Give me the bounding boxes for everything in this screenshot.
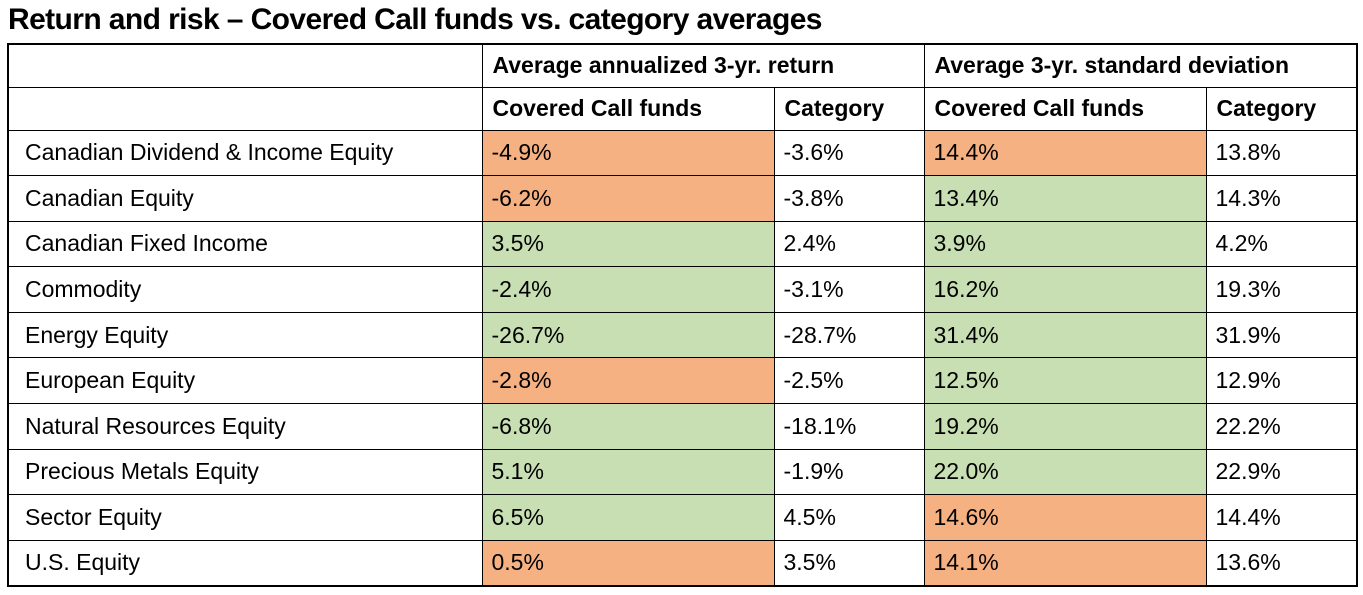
cc-return-cell: -6.8% [481,403,775,450]
cat-stddev-cell: 14.3% [1205,175,1358,222]
cc-return-cell: -26.7% [481,311,775,359]
cat-return-cell: -1.9% [773,448,925,496]
corner-empty-cell [7,43,483,88]
cat-return-cell: 3.5% [773,539,925,587]
cat-return-cell: -3.8% [773,175,925,222]
cc-return-cell: -6.2% [481,175,775,222]
cat-stddev-cell: 13.8% [1205,129,1358,177]
cc-return-cell: -2.4% [481,266,775,313]
cc-stddev-cell: 31.4% [923,311,1207,359]
group-header-row: Average annualized 3-yr. return Average … [7,43,1358,88]
row-label: Canadian Fixed Income [7,220,483,268]
table-row: U.S. Equity 0.5% 3.5% 14.1% 13.6% [7,539,1358,587]
cat-stddev-cell: 14.4% [1205,494,1358,541]
cat-stddev-cell: 4.2% [1205,220,1358,268]
table-row: Sector Equity 6.5% 4.5% 14.6% 14.4% [7,494,1358,541]
cat-return-cell: 2.4% [773,220,925,268]
sub-header-cat-return: Category [773,86,925,131]
cat-return-cell: -3.1% [773,266,925,313]
cc-stddev-cell: 12.5% [923,357,1207,405]
row-label: Energy Equity [7,311,483,359]
cc-return-cell: -4.9% [481,129,775,177]
cc-return-cell: 0.5% [481,539,775,587]
cc-return-cell: -2.8% [481,357,775,405]
row-label: European Equity [7,357,483,405]
table-row: Natural Resources Equity -6.8% -18.1% 19.2%… [7,403,1358,450]
cc-stddev-cell: 3.9% [923,220,1207,268]
cat-stddev-cell: 22.9% [1205,448,1358,496]
page-title: Return and risk – Covered Call funds vs.… [8,3,822,36]
cat-return-cell: -28.7% [773,311,925,359]
cat-stddev-cell: 12.9% [1205,357,1358,405]
row-label: Canadian Dividend & Income Equity [7,129,483,177]
cat-stddev-cell: 13.6% [1205,539,1358,587]
group-header-return: Average annualized 3-yr. return [481,43,925,88]
cat-stddev-cell: 22.2% [1205,403,1358,450]
group-header-stddev: Average 3-yr. standard deviation [923,43,1358,88]
cc-return-cell: 3.5% [481,220,775,268]
cc-stddev-cell: 14.1% [923,539,1207,587]
cc-stddev-cell: 14.6% [923,494,1207,541]
cat-return-cell: 4.5% [773,494,925,541]
cc-stddev-cell: 14.4% [923,129,1207,177]
row-label: Canadian Equity [7,175,483,222]
table-row: Canadian Equity -6.2% -3.8% 13.4% 14.3% [7,175,1358,222]
cat-return-cell: -2.5% [773,357,925,405]
cat-return-cell: -18.1% [773,403,925,450]
table-row: European Equity -2.8% -2.5% 12.5% 12.9% [7,357,1358,405]
cat-return-cell: -3.6% [773,129,925,177]
table-row: Canadian Fixed Income 3.5% 2.4% 3.9% 4.2% [7,220,1358,268]
sub-header-row: Covered Call funds Category Covered Call… [7,86,1358,131]
cat-stddev-cell: 19.3% [1205,266,1358,313]
sub-header-cc-return: Covered Call funds [481,86,775,131]
table-row: Commodity -2.4% -3.1% 16.2% 19.3% [7,266,1358,313]
row-label: Commodity [7,266,483,313]
cc-stddev-cell: 19.2% [923,403,1207,450]
row-label: Sector Equity [7,494,483,541]
cc-stddev-cell: 16.2% [923,266,1207,313]
row-label: Precious Metals Equity [7,448,483,496]
corner-empty-cell-2 [7,86,483,131]
table-row: Canadian Dividend & Income Equity -4.9% -3… [7,129,1358,177]
cc-stddev-cell: 22.0% [923,448,1207,496]
table-body: Canadian Dividend & Income Equity -4.9% -3… [7,129,1358,587]
table-row: Energy Equity -26.7% -28.7% 31.4% 31.9% [7,311,1358,359]
cc-return-cell: 6.5% [481,494,775,541]
cat-stddev-cell: 31.9% [1205,311,1358,359]
sub-header-cat-stddev: Category [1205,86,1358,131]
cc-return-cell: 5.1% [481,448,775,496]
table-header: Average annualized 3-yr. return Average … [7,43,1358,131]
return-risk-table: Average annualized 3-yr. return Average … [7,43,1359,587]
cc-stddev-cell: 13.4% [923,175,1207,222]
row-label: Natural Resources Equity [7,403,483,450]
row-label: U.S. Equity [7,539,483,587]
table-row: Precious Metals Equity 5.1% -1.9% 22.0% 22.9… [7,448,1358,496]
sub-header-cc-stddev: Covered Call funds [923,86,1207,131]
